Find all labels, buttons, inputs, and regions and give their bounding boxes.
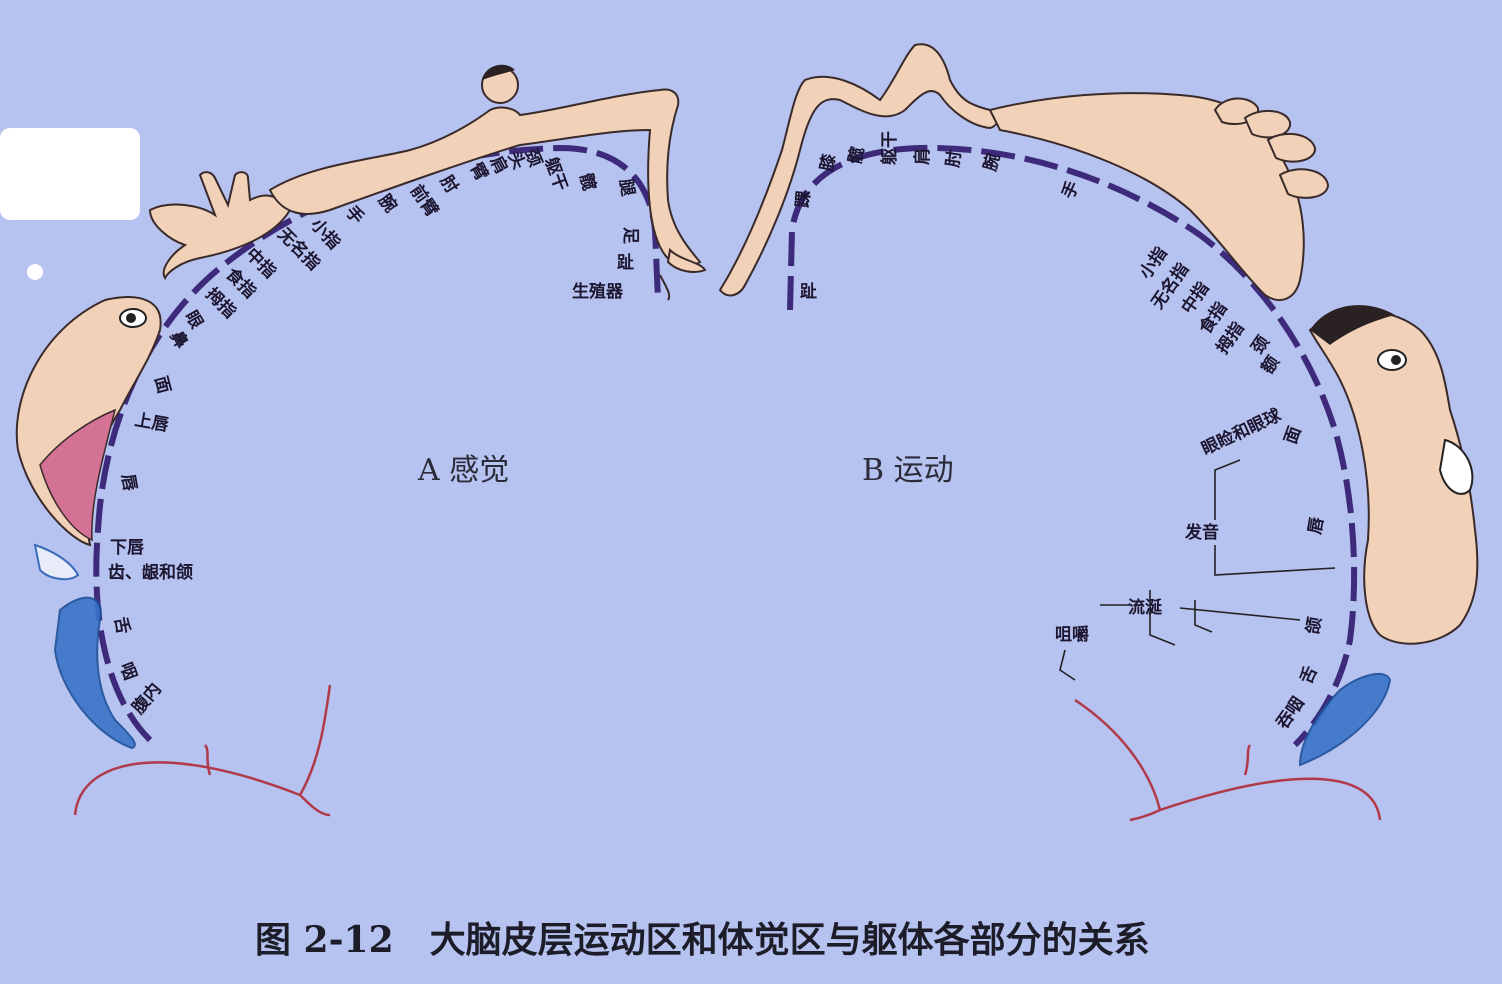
a-label-teeth: 齿、龈和颌 (108, 562, 193, 583)
a-label-head: 头 (503, 149, 528, 173)
panel-a-tongue-shape (33, 543, 80, 581)
b-label-swallow: 吞咽 (1273, 694, 1309, 733)
panel-a-mouth-shape (39, 408, 117, 542)
b-label-shoulder: 肩 (912, 148, 933, 165)
a-label-wrist: 腕 (374, 190, 401, 216)
panel-b-face-shape (1308, 310, 1479, 645)
b-label-hand: 手 (1057, 178, 1083, 202)
blank-overlay-box (0, 128, 140, 220)
panel-a-pharynx-shape (53, 596, 136, 750)
blank-overlay-dot (27, 264, 43, 280)
panel-b-finger-2 (1243, 110, 1292, 139)
panel-b-leader-vocal (1214, 459, 1336, 576)
panel-a-sensory: 生殖器 趾 足 腿 髋 躯干 颈 头 肩 臂 肘 前臂 腕 手 小指 无名指 中… (15, 64, 707, 817)
b-label-face: 面 (1281, 424, 1306, 447)
b-label-jaw: 颌 (1302, 615, 1326, 635)
a-label-lips: 唇 (117, 472, 140, 493)
panel-a-cortex-arc (93, 144, 661, 743)
a-label-leg: 腿 (615, 177, 638, 197)
panel-b-finger-3 (1266, 132, 1316, 163)
a-label-foot: 足 (620, 227, 640, 244)
a-label-hand: 手 (341, 202, 368, 229)
a-label-elbow: 肘 (436, 172, 462, 197)
a-label-hip: 髋 (575, 171, 600, 193)
panel-a-arm-shape (268, 88, 702, 267)
a-label-lower-lip: 下唇 (110, 538, 145, 558)
panel-b-leader-chew (1059, 649, 1076, 681)
panel-b-mouth-shape (1438, 438, 1474, 495)
a-label-tongue: 舌 (110, 615, 134, 635)
a-label-pharynx: 咽 (115, 660, 140, 683)
b-label-hip: 髋 (844, 145, 868, 166)
panel-b-finger-4 (1278, 168, 1330, 199)
panel-b-motor: 趾 踝 膝 髋 躯干 肩 肘 腕 手 小指 无名指 中指 食指 拇指 颈 额 眼… (718, 43, 1479, 822)
b-label-toes: 趾 (800, 281, 817, 302)
panel-b-arm-shape (988, 92, 1305, 301)
a-label-abdominal: 腹内 (128, 679, 166, 719)
panel-b-leader-saliva (1100, 590, 1301, 646)
a-label-upper-lip: 上唇 (133, 410, 171, 436)
figure-caption: 图 2-12 大脑皮层运动区和体觉区与躯体各部分的关系 (255, 919, 1150, 961)
panel-b-pupil-shape (1391, 355, 1401, 365)
panel-a-title: A 感觉 (417, 453, 509, 488)
panel-b-hair-shape (1310, 305, 1395, 345)
panel-b-cortex-arc (787, 144, 1358, 748)
panel-a-genital-outline (659, 274, 671, 301)
panel-b-tongue-shape (1298, 672, 1392, 767)
panel-a-pupil-shape (126, 313, 136, 323)
a-label-genitals: 生殖器 (572, 281, 624, 302)
panel-a-foot-shape (666, 247, 707, 273)
b-label-knee: 膝 (816, 151, 840, 172)
b-label-wrist: 腕 (980, 151, 1005, 173)
b-label-chew: 咀嚼 (1055, 624, 1089, 645)
panel-b-title: B 运动 (862, 453, 954, 488)
b-label-neck: 颈 (1248, 332, 1274, 357)
b-label-ankle: 踝 (793, 189, 814, 209)
a-label-toes: 趾 (617, 252, 634, 273)
b-label-lips: 唇 (1305, 515, 1328, 536)
panel-a-vessel (73, 684, 332, 817)
b-label-tongue: 舌 (1295, 663, 1321, 687)
a-label-neck: 颈 (520, 146, 545, 169)
b-label-elbow: 肘 (943, 149, 965, 169)
panel-b-leg-shape (718, 43, 999, 297)
panel-a-hair-shape (482, 64, 515, 80)
a-label-face: 面 (150, 374, 174, 396)
b-label-trunk: 躯干 (879, 131, 900, 166)
panel-b-vessel (1074, 698, 1382, 822)
b-label-vocal: 发音 (1184, 522, 1219, 543)
b-label-eyelid: 眼睑和眼球 (1198, 404, 1285, 459)
b-label-saliva: 流涎 (1128, 597, 1163, 618)
a-label-forearm: 前臂 (406, 181, 443, 221)
